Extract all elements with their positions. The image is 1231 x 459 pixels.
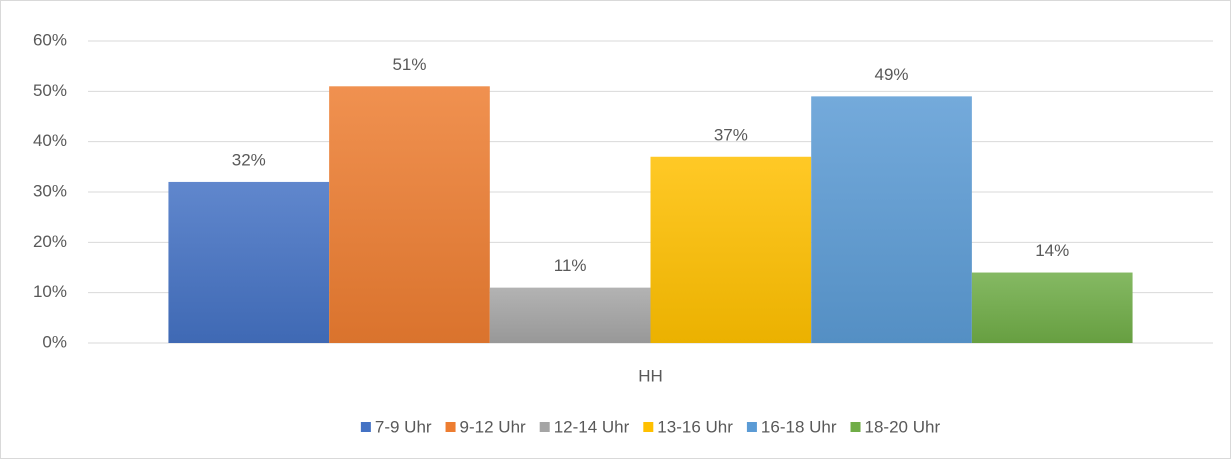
legend-label: 9-12 Uhr xyxy=(460,417,526,436)
bar xyxy=(971,272,1133,343)
y-tick-label: 20% xyxy=(33,232,67,251)
y-tick-label: 60% xyxy=(33,30,67,49)
y-tick-label: 30% xyxy=(33,181,67,200)
data-label: 11% xyxy=(554,256,587,275)
y-tick-label: 50% xyxy=(33,81,67,100)
data-label: 14% xyxy=(1035,241,1069,260)
y-tick-label: 0% xyxy=(42,332,67,351)
y-tick-label: 10% xyxy=(33,282,67,301)
bar xyxy=(650,156,812,343)
data-label: 37% xyxy=(714,125,748,144)
legend-swatch xyxy=(539,422,550,432)
legend-swatch xyxy=(850,422,861,432)
legend-label: 7-9 Uhr xyxy=(375,417,432,436)
legend-swatch xyxy=(746,422,757,432)
legend-label: 13-16 Uhr xyxy=(657,417,733,436)
data-label: 32% xyxy=(232,150,266,169)
legend-label: 16-18 Uhr xyxy=(761,417,837,436)
x-tick-label: HH xyxy=(638,366,663,385)
y-tick-label: 40% xyxy=(33,131,67,150)
legend-label: 18-20 Uhr xyxy=(865,417,941,436)
bar xyxy=(168,181,330,343)
data-label: 49% xyxy=(875,65,909,84)
legend-swatch xyxy=(445,422,456,432)
bar xyxy=(489,287,651,343)
bar xyxy=(811,96,972,343)
legend-swatch xyxy=(360,422,371,432)
bar xyxy=(329,86,490,344)
legend-label: 12-14 Uhr xyxy=(554,417,630,436)
legend: 7-9 Uhr 9-12 Uhr 12-14 Uhr 13-16 Uhr 16-18 U… xyxy=(360,417,941,436)
data-label: 51% xyxy=(392,55,426,74)
legend-swatch xyxy=(643,422,654,432)
